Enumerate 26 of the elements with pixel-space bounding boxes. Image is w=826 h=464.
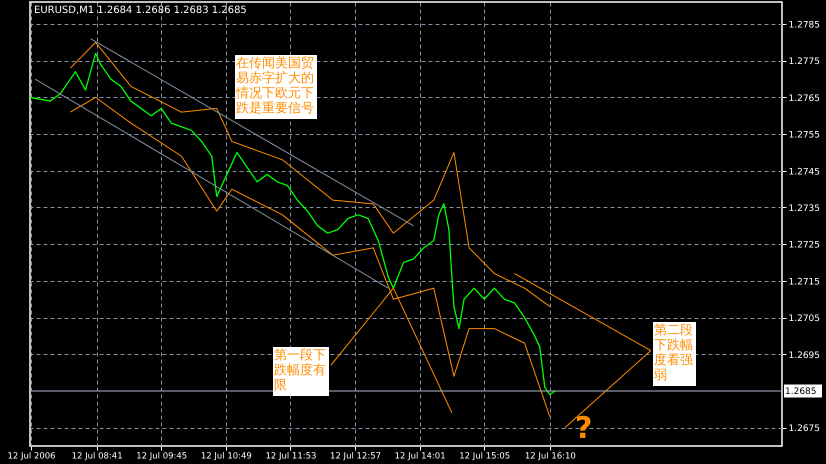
y-tick-label: 1.2735 bbox=[788, 204, 820, 214]
y-tick-label: 1.2745 bbox=[788, 167, 820, 178]
x-tick-label: 12 Jul 12:57 bbox=[330, 452, 382, 462]
y-tick-label: 1.2785 bbox=[788, 20, 820, 31]
x-tick-label: 12 Jul 10:49 bbox=[200, 452, 252, 462]
x-tick-label: 12 Jul 11:53 bbox=[265, 452, 316, 462]
annotation: 在传闻美国贸易赤字扩大的情况下欧元下跌是重要信号 bbox=[235, 55, 314, 116]
y-tick-label: 1.2765 bbox=[788, 94, 820, 104]
x-tick-label: 12 Jul 14:01 bbox=[394, 452, 446, 462]
y-tick-label: 1.2725 bbox=[788, 240, 820, 251]
y-tick-label: 1.2755 bbox=[788, 130, 820, 141]
ref-line-label: 1.2685 bbox=[785, 386, 816, 397]
annotation: 第一段下跌幅度有限 bbox=[274, 348, 326, 393]
annotation: ? bbox=[575, 411, 592, 446]
y-tick-label: 1.2715 bbox=[788, 277, 820, 288]
y-tick-label: 1.2705 bbox=[788, 314, 820, 324]
annotation: 第二段下跌幅度看强弱 bbox=[654, 323, 693, 383]
x-tick-label: 12 Jul 16:10 bbox=[524, 452, 576, 462]
chart-title: EURUSD,M1 1.2684 1.2686 1.2683 1.2685 bbox=[34, 5, 247, 16]
y-tick-label: 1.2675 bbox=[788, 424, 820, 434]
x-tick-label: 12 Jul 09:45 bbox=[136, 452, 188, 462]
x-tick-label: 12 Jul 2006 bbox=[7, 452, 56, 462]
y-tick-label: 1.2695 bbox=[788, 350, 820, 361]
y-tick-label: 1.2775 bbox=[788, 57, 820, 68]
x-tick-label: 12 Jul 15:05 bbox=[459, 452, 510, 462]
x-tick-label: 12 Jul 08:41 bbox=[72, 452, 123, 462]
